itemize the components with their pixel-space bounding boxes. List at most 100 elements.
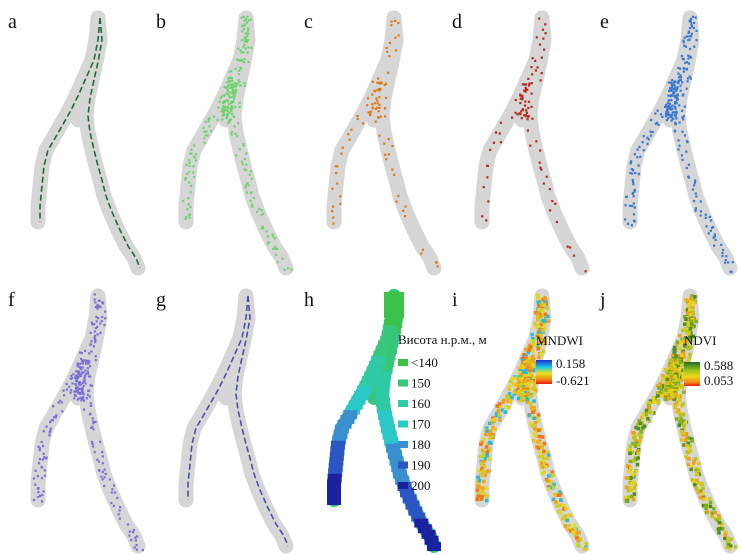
elevation-cell [333,429,348,439]
class-pixel [100,475,103,478]
index-pixel [533,427,537,431]
index-pixel [629,488,633,492]
class-pixel [679,89,682,92]
class-pixel [94,355,97,358]
class-pixel [203,130,206,133]
class-pixel [194,159,198,162]
index-pixel [477,468,482,473]
class-pixel [379,81,382,84]
index-pixel [530,386,535,391]
index-pixel [550,473,555,477]
index-pixel [676,354,681,359]
class-pixel [225,116,228,120]
class-pixel [240,160,243,163]
class-pixel [76,380,79,383]
index-pixel [533,321,537,326]
class-pixel [671,104,674,107]
class-pixel [525,115,528,118]
class-pixel [677,80,680,84]
index-pixel [505,396,510,400]
class-pixel [670,81,673,84]
class-pixel [705,225,708,228]
class-pixel [633,153,636,156]
channel-line [235,295,289,547]
class-pixel [81,388,84,391]
index-pixel [686,303,691,307]
class-pixel [135,535,139,538]
class-pixel [631,169,635,172]
class-pixel [266,242,270,245]
index-pixel [696,481,701,486]
index-pixel [484,426,489,430]
panel-label: e [600,11,609,33]
index-pixel [527,343,532,348]
class-pixel [75,374,78,377]
class-pixel [659,113,663,116]
class-pixel [671,79,674,82]
index-pixel [555,504,560,509]
index-pixel [543,312,548,317]
class-pixel [678,121,681,124]
index-pixel [713,516,717,521]
class-pixel [665,118,668,122]
class-pixel [228,70,231,73]
index-pixel [516,396,521,401]
class-pixel [521,108,525,111]
index-pixel [573,527,578,531]
elevation-legend-label: 180 [411,437,431,452]
class-pixel [247,184,250,187]
index-pixel [652,400,656,405]
index-pixel [673,402,677,407]
class-pixel [290,268,293,271]
class-pixel [684,61,687,64]
index-pixel [541,309,545,313]
class-pixel [94,305,97,309]
class-pixel [632,183,635,186]
index-pixel [510,395,514,400]
class-pixel [397,21,400,25]
index-pixel [487,447,492,452]
class-pixel [695,39,698,42]
class-pixel [687,30,691,33]
class-pixel [548,209,552,212]
index-pixel [632,470,637,475]
class-pixel [378,103,381,107]
class-pixel [202,126,205,130]
index-pixel [630,450,634,455]
index-pixel [703,497,707,502]
index-pixel [688,335,692,340]
class-pixel [192,165,195,168]
index-pixel [566,527,570,532]
index-pixel [690,294,694,298]
class-pixel [626,222,630,225]
index-pixel [624,476,629,480]
index-pixel [694,319,698,324]
class-pixel [243,37,246,40]
index-pixel [717,520,722,525]
index-pixel [687,300,692,304]
index-pixel [631,442,635,446]
class-pixel [519,93,522,96]
class-pixel [274,253,278,256]
elevation-cell [381,330,396,340]
class-pixel [516,113,519,116]
index-pixel [525,397,530,401]
class-pixel [530,66,533,69]
class-pixel [94,420,97,424]
class-pixel [368,112,372,116]
index-pixel [686,316,691,321]
class-pixel [231,107,234,110]
class-pixel [686,80,689,83]
index-pixel [667,396,672,401]
class-pixel [247,27,250,30]
class-pixel [52,405,55,408]
index-pixel [679,421,684,426]
class-pixel [260,214,263,217]
class-pixel [239,66,242,69]
index-pixel [491,432,495,437]
class-pixel [235,135,239,138]
index-pixel [527,363,531,367]
index-pixel [553,493,557,497]
index-pixel [537,355,541,360]
